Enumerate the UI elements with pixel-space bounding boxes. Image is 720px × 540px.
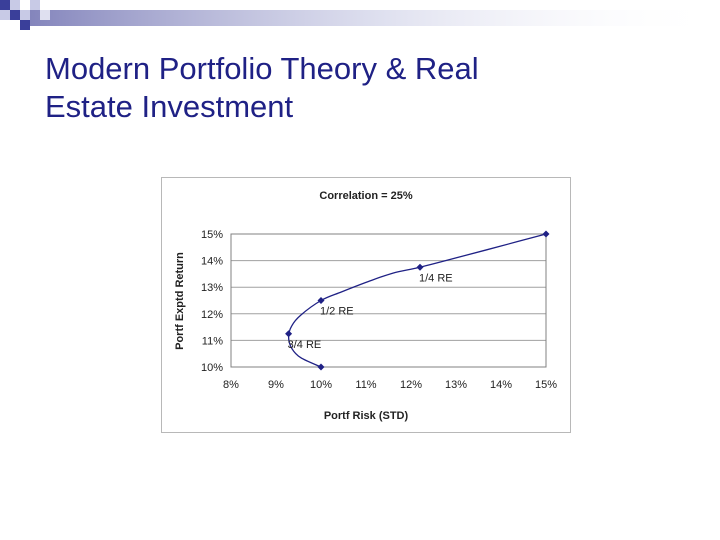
y-tick-label: 10% xyxy=(201,362,223,374)
data-point-marker xyxy=(416,263,424,271)
x-tick-label: 13% xyxy=(445,379,467,391)
y-tick-label: 13% xyxy=(201,282,223,294)
x-tick-labels: 8% 9% 10% 11% 12% 13% 14% 15% xyxy=(223,379,557,391)
y-tick-labels: 10% 11% 12% 13% 14% 15% xyxy=(201,229,223,374)
frontier-line xyxy=(287,233,547,368)
x-tick-label: 10% xyxy=(310,379,332,391)
data-point-marker xyxy=(317,363,325,371)
x-axis-label: Portf Risk (STD) xyxy=(324,410,409,422)
x-tick-label: 11% xyxy=(355,379,376,391)
x-tick-label: 15% xyxy=(535,379,557,391)
x-tick-label: 8% xyxy=(223,379,239,391)
point-label: 1/2 RE xyxy=(320,306,354,318)
risk-return-chart: Correlation = 25% Portf Risk (STD) Portf… xyxy=(161,177,571,433)
point-label: 3/4 RE xyxy=(288,339,322,351)
chart-title: Correlation = 25% xyxy=(319,190,412,202)
slide-title: Modern Portfolio Theory & Real Estate In… xyxy=(45,50,685,126)
data-points: 3/4 RE 1/2 RE 1/4 RE xyxy=(285,230,550,371)
y-tick-label: 15% xyxy=(201,229,223,241)
y-tick-label: 12% xyxy=(201,309,223,321)
point-label: 1/4 RE xyxy=(419,272,453,284)
data-point-marker xyxy=(285,330,293,338)
y-axis-label: Portf Exptd Return xyxy=(174,252,186,350)
y-tick-label: 11% xyxy=(202,335,223,347)
x-tick-label: 9% xyxy=(268,379,284,391)
plot-area xyxy=(230,233,547,368)
slide-title-line-1: Modern Portfolio Theory & Real xyxy=(45,51,479,86)
y-tick-label: 14% xyxy=(201,256,223,268)
gridlines xyxy=(231,260,546,341)
data-point-marker xyxy=(542,230,550,238)
x-tick-label: 14% xyxy=(490,379,512,391)
title-bar-decoration xyxy=(0,0,720,30)
data-point-marker xyxy=(317,297,325,304)
chart-frame xyxy=(161,177,571,433)
slide-title-line-2: Estate Investment xyxy=(45,89,294,124)
x-tick-label: 12% xyxy=(400,379,422,391)
